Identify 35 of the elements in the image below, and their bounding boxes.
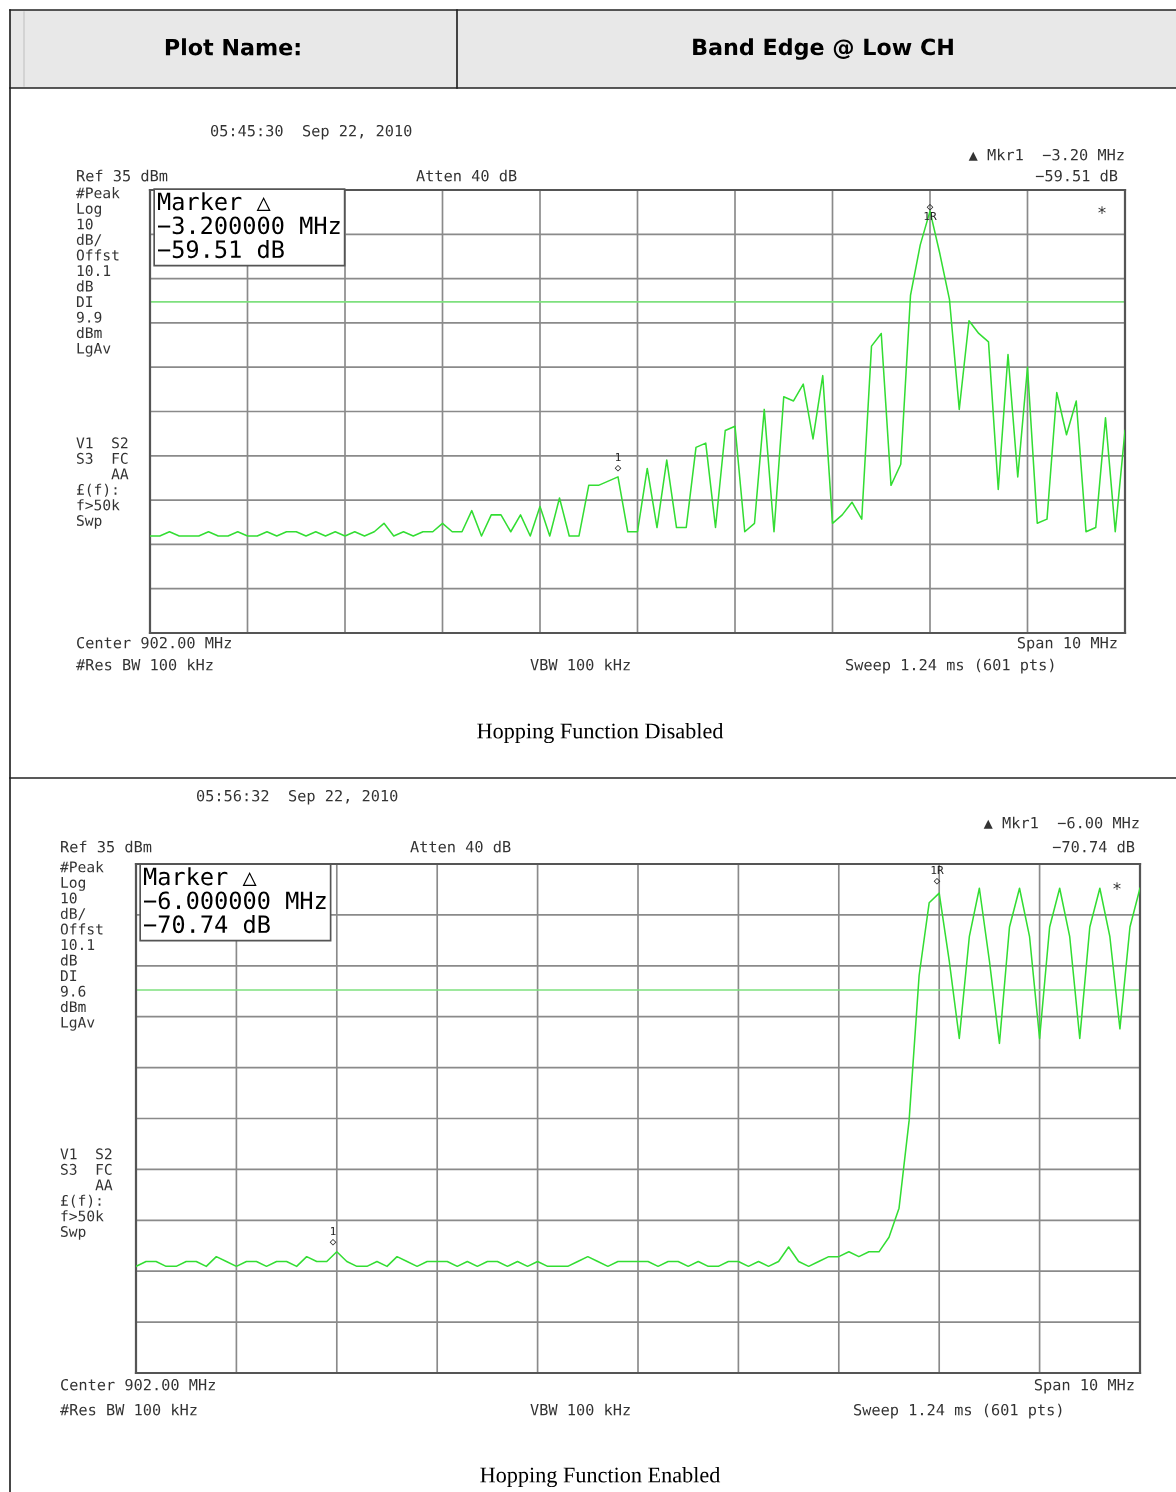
text: Atten 40 dB — [416, 169, 517, 182]
text: #Res BW 100 kHz — [60, 1403, 197, 1416]
annotation: * — [1098, 206, 1106, 214]
text: −59.51 dB — [1035, 169, 1118, 182]
text: Sweep 1.24 ms (601 pts) — [854, 1403, 1062, 1419]
text: Ref 35 dBm — [77, 169, 168, 182]
text: V1 S2 S3 FC AA £(f): f>50k Swp — [76, 437, 129, 529]
text: 05:56:32 Sep 22, 2010 — [196, 789, 398, 805]
annotation: Marker △ −6.000000 MHz −70.74 dB — [143, 867, 326, 934]
text: VBW 100 kHz — [530, 1403, 630, 1416]
annotation: * — [1113, 882, 1121, 890]
text: #Peak Log 10 dB/ Offst 10.1 dB DI 9.6 dBm LgAv — [60, 861, 104, 1031]
text: Span 10 MHz — [1034, 1378, 1134, 1394]
text: Span 10 MHz — [1017, 636, 1117, 652]
annotation: Marker △ −3.200000 MHz −59.51 dB — [157, 192, 340, 259]
text: Hopping Function Disabled — [477, 722, 724, 744]
annotation: 1 ◇ — [329, 1227, 337, 1246]
text: −70.74 dB — [1052, 840, 1135, 853]
text: V1 S2 S3 FC AA £(f): f>50k Swp — [60, 1148, 113, 1240]
text: Center 902.00 MHz — [77, 636, 231, 649]
annotation: 1 ◇ — [614, 453, 622, 472]
text: Atten 40 dB — [410, 840, 511, 853]
chart-subtitle: Plot Name: — [165, 38, 300, 56]
text: Hopping Function Enabled — [480, 1466, 721, 1488]
text: ▲ Mkr1 −6.00 MHz — [983, 816, 1139, 829]
text: 05:45:30 Sep 22, 2010 — [210, 124, 412, 140]
text: 1R ◇ — [931, 866, 944, 885]
text: #Peak Log 10 dB/ Offst 10.1 dB DI 9.9 dBm LgAv — [76, 187, 120, 357]
text: VBW 100 kHz — [530, 658, 630, 671]
text: Ref 35 dBm — [61, 840, 152, 853]
text: Center 902.00 MHz — [61, 1378, 215, 1391]
text: Sweep 1.24 ms (601 pts) — [846, 658, 1054, 674]
text: #Res BW 100 kHz — [76, 658, 213, 671]
text: ▲ Mkr1 −3.20 MHz — [968, 148, 1124, 161]
chart-title: Band Edge @ Low CH — [693, 38, 953, 60]
